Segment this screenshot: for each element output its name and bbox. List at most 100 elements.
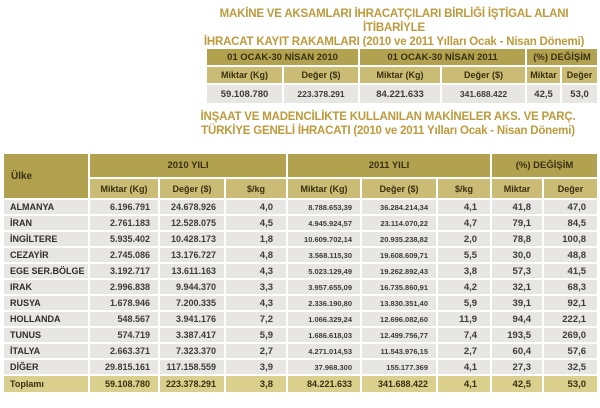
deger-2011-cell: 20.935.238,82 xyxy=(360,230,438,248)
ratio-2011-cell: 5,5 xyxy=(435,246,493,264)
miktar-2010-cell: 2.996.838 xyxy=(88,278,160,296)
column-header-deger-2010: Değer ($) xyxy=(158,177,226,200)
column-group-2010: 2010 YILI xyxy=(88,152,288,179)
pct-miktar-cell: 42,5 xyxy=(490,374,545,394)
miktar-2010-cell: 3.192.717 xyxy=(88,262,160,280)
miktar-2011-cell: 4.945.924,57 xyxy=(286,214,362,232)
ratio-2011-cell: 4,1 xyxy=(435,358,493,376)
miktar-2011-cell: 3.568.115,30 xyxy=(286,246,362,264)
column-group-2010: 01 OCAK-30 NİSAN 2010 xyxy=(204,47,361,67)
column-header-pct-deger: Değer xyxy=(560,65,600,85)
deger-2011-cell: 11.543.976,15 xyxy=(360,342,438,360)
deger-2011-cell: 155.177.369 xyxy=(360,358,438,376)
column-header-miktar-2010: Miktar (Kg) xyxy=(205,65,284,85)
table-row: İNGİLTERE 5.935.402 10.428.173 1,8 10.609.70… xyxy=(2,230,600,248)
miktar-2011-cell: 2.336.190,80 xyxy=(286,294,362,312)
miktar-2010-cell: 2.663.371 xyxy=(88,342,160,360)
pct-deger-cell: 84,5 xyxy=(542,214,600,232)
country-cell: ALMANYA xyxy=(2,198,90,216)
miktar-2011-cell: 10.609.702,14 xyxy=(286,230,362,248)
column-header-country: Ülke xyxy=(2,152,90,200)
miktar-2010-cell: 1.678.946 xyxy=(88,294,160,312)
table-row: İRAN 2.761.183 12.528.075 4,5 4.945.924,57 23… xyxy=(2,214,600,232)
miktar-2010-cell: 5.935.402 xyxy=(88,230,160,248)
table-row: 59.108.780 223.378.291 84.221.633 341.68… xyxy=(205,83,600,105)
table2-title-line1: İNŞAAT VE MADENCİLİKTE KULLANILAN MAKİNE… xyxy=(200,111,576,123)
ratio-2010-cell: 1,8 xyxy=(224,230,288,248)
column-header-pct-miktar: Miktar xyxy=(525,65,563,85)
deger-2010-cell: 24.678.926 xyxy=(158,198,226,216)
country-cell: CEZAYİR xyxy=(2,246,90,264)
deger-2010-cell: 3.387.417 xyxy=(158,326,226,344)
pct-deger-cell: 269,0 xyxy=(542,326,600,344)
table2-title: İNŞAAT VE MADENCİLİKTE KULLANILAN MAKİNE… xyxy=(178,110,598,138)
country-cell: RUSYA xyxy=(2,294,90,312)
ratio-2011-cell: 4,7 xyxy=(435,214,493,232)
deger-2011-cell: 341.688.422 xyxy=(360,374,438,394)
deger-2010-cell: 10.428.173 xyxy=(158,230,226,248)
pct-deger-cell: 53,0 xyxy=(542,374,600,394)
country-cell: Toplamı xyxy=(2,374,90,394)
table1-title: MAKİNE VE AKSAMLARI İHRACATÇILARI BİRLİĞ… xyxy=(190,7,598,49)
column-header-pct-deger: Değer xyxy=(542,177,600,200)
value-cell: 223.378.291 xyxy=(281,83,361,105)
column-header-pct-miktar: Miktar xyxy=(490,177,545,200)
deger-2011-cell: 12.696.082,60 xyxy=(360,310,438,328)
ratio-2010-cell: 3,8 xyxy=(224,374,288,394)
ratio-2011-cell: 7,4 xyxy=(435,326,493,344)
table-row: Ülke 2010 YILI 2011 YILI (%) DEĞİŞİM xyxy=(2,152,600,200)
miktar-2010-cell: 574.719 xyxy=(88,326,160,344)
miktar-2011-cell: 8.788.653,39 xyxy=(286,198,362,216)
country-export-table: Ülke 2010 YILI 2011 YILI (%) DEĞİŞİM Mik… xyxy=(2,152,600,394)
pct-miktar-cell: 41,8 xyxy=(490,198,545,216)
table-row: 01 OCAK-30 NİSAN 2010 01 OCAK-30 NİSAN 2… xyxy=(204,47,600,67)
column-header-ratio-2011: $/kg xyxy=(435,177,493,200)
deger-2010-cell: 117.158.559 xyxy=(158,358,226,376)
ratio-2010-cell: 4,5 xyxy=(224,214,288,232)
value-cell: 341.688.422 xyxy=(440,83,528,105)
miktar-2011-cell: 1.066.329,24 xyxy=(286,310,362,328)
deger-2010-cell: 12.528.075 xyxy=(158,214,226,232)
pct-miktar-cell: 79,1 xyxy=(490,214,545,232)
pct-miktar-cell: 193,5 xyxy=(490,326,545,344)
pct-deger-cell: 100,8 xyxy=(542,230,600,248)
pct-miktar-cell: 57,3 xyxy=(490,262,545,280)
ratio-2011-cell: 4,2 xyxy=(435,278,493,296)
country-cell: HOLLANDA xyxy=(2,310,90,328)
miktar-2010-cell: 2.761.183 xyxy=(88,214,160,232)
column-header-deger-2010: Değer ($) xyxy=(281,65,361,85)
pct-deger-cell: 32,5 xyxy=(542,358,600,376)
miktar-2010-cell: 2.745.086 xyxy=(88,246,160,264)
column-group-change: (%) DEĞİŞİM xyxy=(525,47,600,67)
table-row: CEZAYİR 2.745.086 13.176.727 4,8 3.568.115,3… xyxy=(2,246,600,264)
ratio-2011-cell: 5,9 xyxy=(435,294,493,312)
column-group-2011: 01 OCAK-30 NİSAN 2011 xyxy=(358,47,528,67)
deger-2011-cell: 19.262.892,43 xyxy=(360,262,438,280)
deger-2011-cell: 19.608.609,71 xyxy=(360,246,438,264)
country-cell: IRAK xyxy=(2,278,90,296)
table-row: DİĞER 29.815.161 117.158.559 3,9 37.968.300 1… xyxy=(2,358,600,376)
ratio-2010-cell: 2,7 xyxy=(224,342,288,360)
table1-title-line2: İHRACAT KAYIT RAKAMLARI (2010 ve 2011 Yı… xyxy=(203,36,585,48)
column-group-2011: 2011 YILI xyxy=(285,152,493,179)
pct-deger-cell: 222,1 xyxy=(542,310,600,328)
deger-2010-cell: 7.323.370 xyxy=(158,342,226,360)
ratio-2010-cell: 4,3 xyxy=(224,294,288,312)
value-cell: 59.108.780 xyxy=(205,83,284,105)
column-header-miktar-2011: Miktar (Kg) xyxy=(286,177,362,200)
deger-2011-cell: 36.284.214,34 xyxy=(360,198,438,216)
deger-2010-cell: 13.176.727 xyxy=(158,246,226,264)
deger-2011-cell: 13.830.351,40 xyxy=(360,294,438,312)
country-cell: İTALYA xyxy=(2,342,90,360)
pct-deger-cell: 48,8 xyxy=(542,246,600,264)
table-row: RUSYA 1.678.946 7.200.335 4,3 2.336.190,80 13… xyxy=(2,294,600,312)
value-cell: 53,0 xyxy=(560,83,600,105)
ratio-2010-cell: 7,2 xyxy=(224,310,288,328)
column-group-change: (%) DEĞİŞİM xyxy=(490,152,600,179)
export-registry-table: 01 OCAK-30 NİSAN 2010 01 OCAK-30 NİSAN 2… xyxy=(204,47,600,105)
pct-miktar-cell: 32,1 xyxy=(490,278,545,296)
ratio-2011-cell: 2,7 xyxy=(435,342,493,360)
table1-title-line1: MAKİNE VE AKSAMLARI İHRACATÇILARI BİRLİĞ… xyxy=(219,8,569,34)
pct-deger-cell: 57,6 xyxy=(542,342,600,360)
